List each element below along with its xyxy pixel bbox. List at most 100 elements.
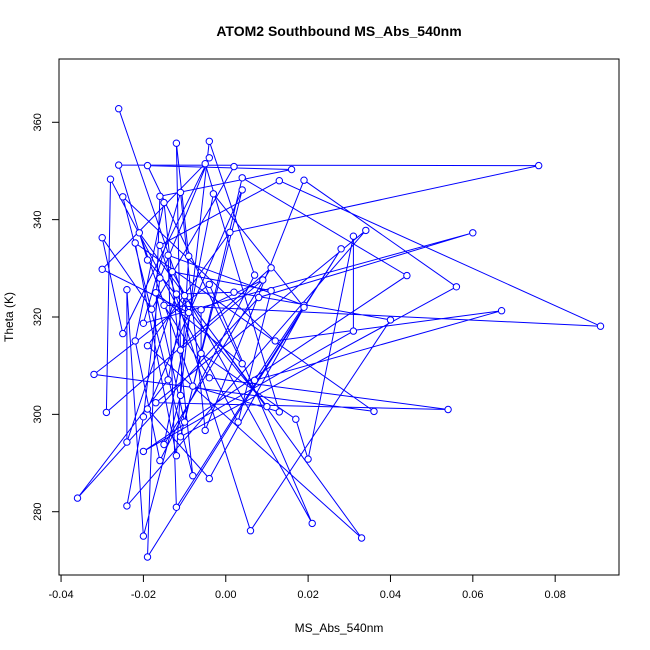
data-point	[143, 342, 152, 350]
data-point	[156, 241, 164, 250]
data-point	[349, 327, 358, 335]
y-tick-label: 300	[32, 405, 44, 423]
data-point	[73, 494, 82, 502]
data-point	[444, 405, 452, 414]
x-axis-label: MS_Abs_540nm	[295, 621, 384, 635]
x-tick-label: 0.04	[380, 589, 401, 601]
data-point	[156, 192, 164, 201]
data-point	[234, 418, 242, 426]
y-tick-label: 280	[32, 503, 44, 521]
data-point	[172, 452, 181, 460]
data-point	[238, 186, 246, 194]
data-point	[160, 198, 168, 207]
data-point	[164, 251, 172, 259]
data-point	[197, 349, 205, 358]
data-point	[337, 245, 345, 253]
data-point	[209, 190, 218, 198]
data-point	[205, 137, 214, 146]
data-point	[131, 337, 139, 345]
data-point	[185, 308, 193, 317]
data-point	[230, 162, 238, 171]
data-point	[119, 193, 127, 201]
data-point	[271, 337, 279, 345]
data-point	[246, 527, 255, 535]
data-point	[267, 264, 275, 272]
data-point	[308, 519, 316, 528]
data-point	[205, 474, 214, 483]
data-point	[176, 346, 185, 354]
data-point	[238, 360, 246, 368]
data-point	[172, 503, 181, 511]
y-tick-label: 340	[32, 210, 44, 228]
data-point	[139, 532, 148, 540]
data-point	[98, 234, 106, 242]
data-point	[152, 399, 160, 407]
data-point	[226, 228, 234, 237]
data-point	[160, 301, 168, 309]
data-point	[143, 256, 152, 264]
data-point	[370, 407, 378, 416]
data-point	[143, 405, 152, 413]
data-point	[386, 316, 395, 324]
data-point	[135, 229, 144, 237]
data-point	[123, 502, 131, 510]
data-point	[263, 402, 271, 411]
x-tick-label: 0.00	[215, 589, 236, 601]
data-point	[497, 307, 506, 315]
data-point	[106, 175, 115, 183]
data-point	[123, 286, 131, 294]
data-point	[469, 229, 477, 237]
data-point	[139, 447, 148, 456]
data-point	[115, 161, 123, 169]
data-point	[275, 408, 283, 416]
data-point	[131, 239, 139, 247]
data-point	[197, 306, 205, 314]
data-point	[250, 271, 259, 279]
data-point	[205, 280, 214, 289]
data-point	[98, 265, 106, 273]
data-point	[119, 329, 127, 338]
data-point	[238, 174, 246, 182]
data-point	[139, 413, 148, 421]
data-point	[152, 289, 160, 297]
x-tick-label: -0.02	[131, 589, 156, 601]
x-tick-label: 0.08	[544, 589, 565, 601]
data-point	[156, 456, 164, 465]
data-point	[250, 376, 259, 384]
x-tick-label: 0.06	[462, 589, 483, 601]
x-tick-label: -0.04	[49, 589, 74, 601]
data-point	[176, 391, 185, 400]
data-point	[535, 161, 543, 170]
data-point	[102, 408, 111, 417]
data-point	[201, 160, 209, 168]
data-point	[160, 440, 168, 449]
data-point	[147, 305, 156, 313]
data-point	[168, 268, 176, 276]
data-point	[403, 271, 411, 280]
data-point	[275, 177, 283, 185]
data-point	[255, 293, 263, 302]
data-point	[292, 415, 300, 423]
x-tick-label: 0.02	[297, 589, 318, 601]
data-point	[205, 154, 214, 162]
data-point	[300, 176, 308, 184]
data-point	[90, 370, 98, 379]
data-point	[185, 252, 193, 260]
chart-title: ATOM2 Southbound MS_Abs_540nm	[216, 23, 461, 39]
data-point	[156, 274, 164, 282]
data-point	[123, 438, 131, 446]
data-point	[267, 287, 275, 295]
data-point	[189, 472, 197, 480]
data-point	[259, 276, 267, 284]
data-point	[115, 105, 123, 113]
data-point	[349, 232, 358, 240]
y-tick-label: 320	[32, 308, 44, 326]
data-point	[189, 382, 197, 390]
y-axis-label: Theta (K)	[2, 292, 16, 342]
data-point	[357, 534, 366, 542]
data-point	[172, 139, 181, 147]
data-point	[180, 418, 189, 426]
data-point	[180, 291, 189, 300]
data-point	[304, 455, 312, 463]
